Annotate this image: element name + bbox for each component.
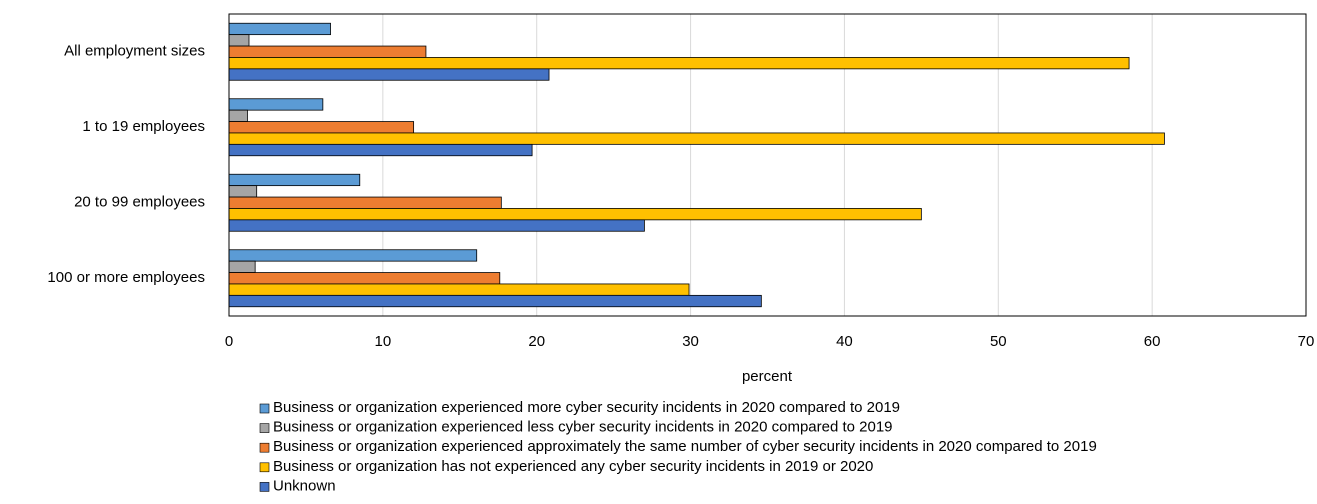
legend-label: Business or organization has not experie…	[273, 458, 873, 475]
y-tick-label: All employment sizes	[64, 43, 205, 60]
legend-swatch	[259, 403, 270, 414]
bar	[228, 272, 501, 285]
x-tick-label: 40	[836, 333, 853, 350]
x-tick-label: 60	[1144, 333, 1161, 350]
bar	[228, 68, 550, 81]
bar	[228, 57, 1130, 70]
bar	[228, 260, 256, 273]
legend-label: Unknown	[273, 477, 336, 494]
x-tick-label: 10	[375, 333, 392, 350]
bar	[228, 185, 258, 198]
x-tick-label: 0	[225, 333, 233, 350]
legend-swatch	[259, 423, 270, 433]
bar	[228, 219, 645, 232]
x-tick-label: 20	[528, 333, 545, 350]
bar	[228, 34, 250, 47]
x-tick-label: 70	[1298, 333, 1315, 350]
bar	[228, 173, 361, 187]
bar	[228, 45, 427, 58]
bar	[228, 283, 690, 296]
bar	[228, 121, 415, 134]
legend-swatch	[259, 442, 270, 453]
bar	[228, 98, 324, 111]
bar	[228, 208, 922, 221]
plot-border	[228, 13, 1307, 317]
legend-label: Business or organization experienced les…	[273, 419, 893, 436]
bar	[228, 109, 248, 122]
bar	[228, 143, 533, 157]
bar	[228, 249, 478, 262]
legend-label: Business or organization experienced mor…	[273, 399, 900, 416]
legend-swatch	[259, 462, 270, 473]
bar	[228, 294, 762, 308]
y-tick-label: 20 to 99 employees	[74, 194, 205, 211]
legend-label: Business or organization experienced app…	[273, 438, 1097, 455]
y-tick-label: 1 to 19 employees	[82, 118, 205, 135]
x-tick-label: 30	[682, 333, 699, 350]
bar	[228, 196, 502, 209]
bar	[228, 22, 331, 36]
x-axis-label: percent	[742, 368, 793, 385]
legend-swatch	[259, 482, 270, 492]
x-tick-label: 50	[990, 333, 1007, 350]
y-tick-label: 100 or more employees	[47, 269, 205, 286]
bar	[228, 132, 1165, 145]
